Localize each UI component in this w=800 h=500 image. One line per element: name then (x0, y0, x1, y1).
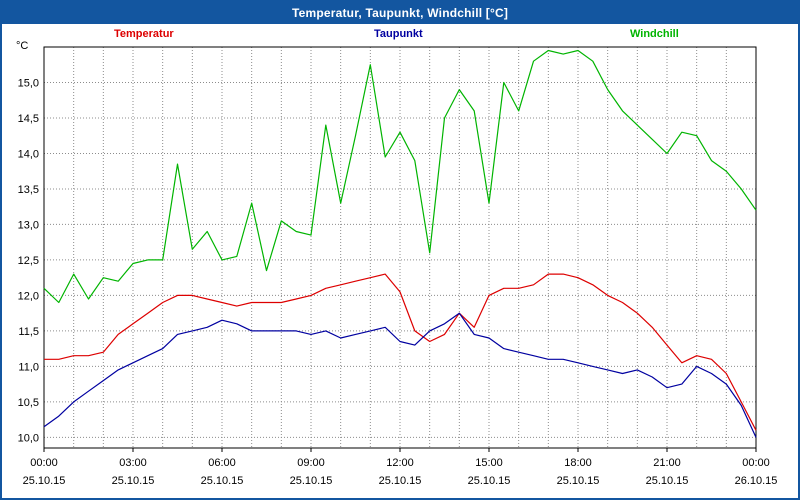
svg-text:25.10.15: 25.10.15 (201, 475, 244, 487)
svg-text:13,0: 13,0 (18, 219, 39, 231)
window-title: Temperatur, Taupunkt, Windchill [°C] (291, 6, 509, 20)
svg-text:13,5: 13,5 (18, 184, 39, 196)
y-axis-unit-label: °C (16, 40, 29, 52)
svg-text:25.10.15: 25.10.15 (379, 475, 422, 487)
svg-text:25.10.15: 25.10.15 (646, 475, 689, 487)
svg-text:12,5: 12,5 (18, 255, 39, 267)
svg-text:25.10.15: 25.10.15 (23, 475, 66, 487)
svg-text:12,0: 12,0 (18, 290, 39, 302)
chart-area: Temperatur Taupunkt Windchill °C 10,0 10,… (2, 24, 798, 498)
grid-lines (43, 47, 757, 448)
svg-text:11,0: 11,0 (18, 361, 39, 373)
legend-temperatur: Temperatur (114, 28, 174, 40)
svg-text:12:00: 12:00 (386, 457, 414, 469)
svg-text:25.10.15: 25.10.15 (468, 475, 511, 487)
svg-text:18:00: 18:00 (564, 457, 592, 469)
window-title-bar: Temperatur, Taupunkt, Windchill [°C] (2, 2, 798, 24)
svg-text:25.10.15: 25.10.15 (290, 475, 333, 487)
x-axis-labels: 00:00 25.10.15 03:00 25.10.15 06:00 25.10.15 0… (23, 448, 778, 487)
svg-text:00:00: 00:00 (30, 457, 58, 469)
svg-text:25.10.15: 25.10.15 (112, 475, 155, 487)
svg-text:10,0: 10,0 (18, 432, 39, 444)
series-line-taupunkt (43, 312, 757, 438)
legend-taupunkt: Taupunkt (374, 28, 423, 40)
svg-text:00:00: 00:00 (742, 457, 770, 469)
svg-text:21:00: 21:00 (653, 457, 681, 469)
svg-text:09:00: 09:00 (297, 457, 325, 469)
series-line-windchill (43, 49, 757, 304)
svg-text:06:00: 06:00 (208, 457, 236, 469)
svg-text:26.10.15: 26.10.15 (735, 475, 778, 487)
legend-windchill: Windchill (630, 28, 679, 40)
svg-text:15:00: 15:00 (475, 457, 503, 469)
svg-text:10,5: 10,5 (18, 397, 39, 409)
svg-text:11,5: 11,5 (18, 326, 39, 338)
chart-canvas: 10,0 10,5 11,0 11,5 12,0 12,5 13,0 13,5 14,0 14,5… (18, 46, 778, 487)
svg-text:14,5: 14,5 (18, 113, 39, 125)
svg-text:03:00: 03:00 (119, 457, 147, 469)
svg-text:14,0: 14,0 (18, 148, 39, 160)
series-line-temperatur (44, 273, 757, 431)
svg-text:15,0: 15,0 (18, 77, 39, 89)
svg-text:25.10.15: 25.10.15 (557, 475, 600, 487)
y-axis-labels: 10,0 10,5 11,0 11,5 12,0 12,5 13,0 13,5 14,0 14,5… (18, 77, 39, 444)
